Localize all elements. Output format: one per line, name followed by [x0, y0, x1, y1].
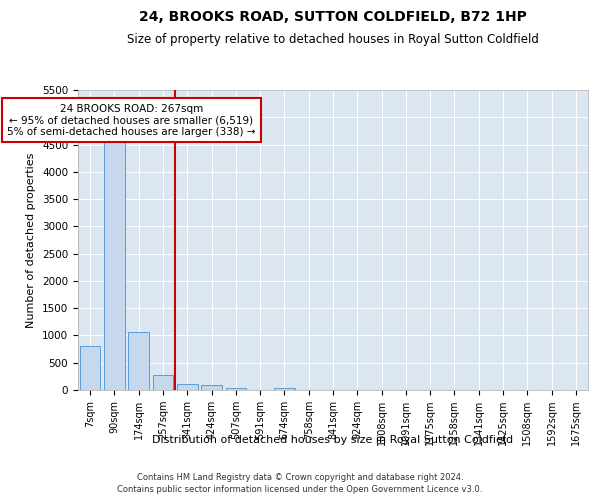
Bar [152, 376, 173, 390]
Text: Size of property relative to detached houses in Royal Sutton Coldfield: Size of property relative to detached ho… [127, 32, 539, 46]
Bar [226, 388, 246, 390]
Bar [80, 346, 100, 390]
Text: Contains public sector information licensed under the Open Government Licence v3: Contains public sector information licen… [118, 485, 482, 494]
Text: 24 BROOKS ROAD: 267sqm
← 95% of detached houses are smaller (6,519)
5% of semi-d: 24 BROOKS ROAD: 267sqm ← 95% of detached… [7, 104, 256, 137]
Text: Distribution of detached houses by size in Royal Sutton Coldfield: Distribution of detached houses by size … [152, 435, 514, 445]
Text: Contains HM Land Registry data © Crown copyright and database right 2024.: Contains HM Land Registry data © Crown c… [137, 472, 463, 482]
Y-axis label: Number of detached properties: Number of detached properties [26, 152, 37, 328]
Bar [104, 106, 125, 390]
Bar [201, 385, 222, 390]
Text: 24, BROOKS ROAD, SUTTON COLDFIELD, B72 1HP: 24, BROOKS ROAD, SUTTON COLDFIELD, B72 1… [139, 10, 527, 24]
Bar [177, 384, 197, 390]
Bar [128, 332, 149, 390]
Bar [274, 388, 295, 390]
